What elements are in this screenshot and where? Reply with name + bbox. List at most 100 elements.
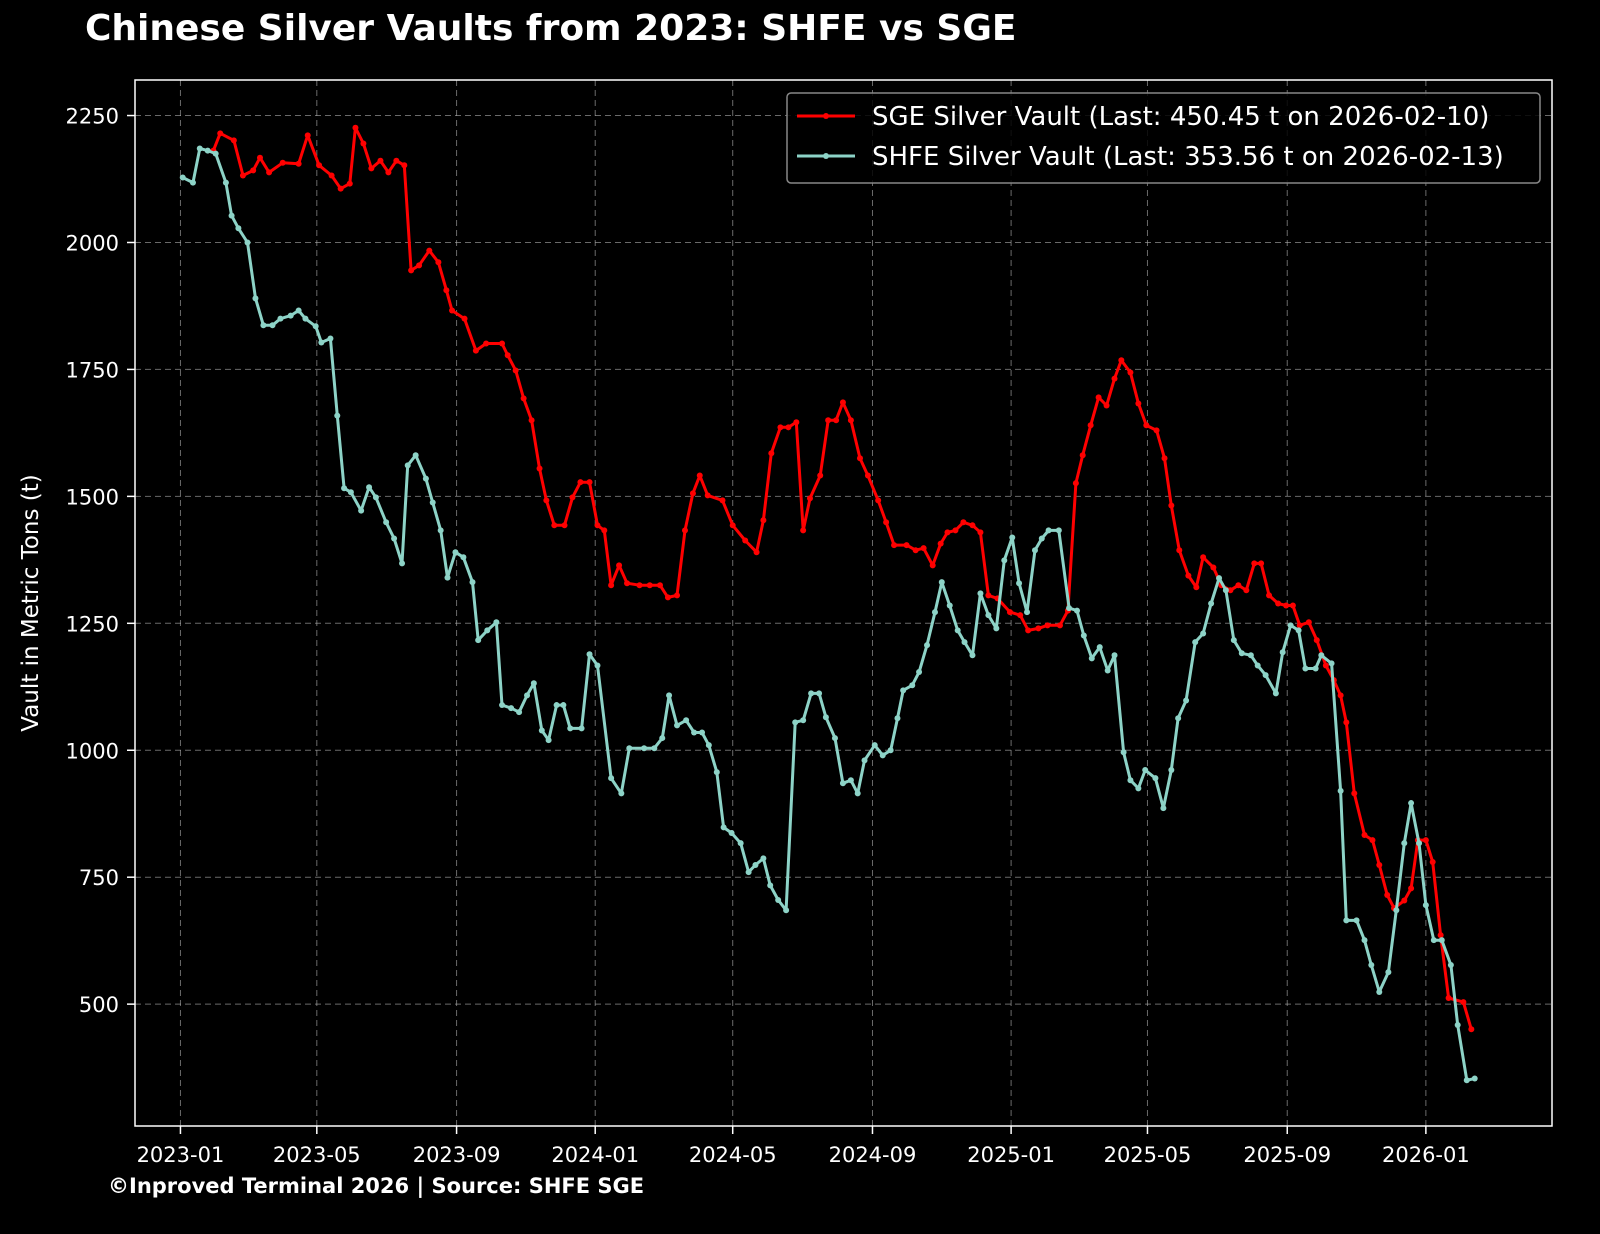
data-point: [472, 347, 479, 354]
data-point: [977, 590, 984, 597]
data-point: [1200, 554, 1207, 561]
data-point: [327, 335, 334, 342]
series-line: [212, 126, 1473, 1030]
data-point: [608, 582, 615, 589]
legend-marker-sge: [823, 113, 829, 119]
data-point: [666, 692, 673, 699]
data-point: [1353, 917, 1360, 924]
data-point: [508, 705, 515, 712]
data-point: [891, 542, 898, 549]
data-point: [1361, 832, 1368, 839]
data-point: [594, 522, 601, 529]
data-point: [244, 239, 251, 246]
plot-frame: [134, 79, 1553, 1127]
data-point: [875, 497, 882, 504]
data-point: [1313, 637, 1320, 644]
data-point: [641, 745, 648, 752]
data-point: [1025, 627, 1032, 634]
data-point: [929, 562, 936, 569]
data-point: [1035, 625, 1042, 632]
data-point: [800, 717, 807, 724]
data-point: [674, 592, 681, 599]
data-point: [822, 714, 829, 721]
data-point: [871, 742, 878, 749]
data-point: [1243, 587, 1250, 594]
data-point: [594, 662, 601, 669]
data-point: [1024, 609, 1031, 616]
data-point: [1072, 480, 1079, 487]
data-point: [1408, 885, 1415, 892]
data-point: [1279, 649, 1286, 656]
data-point: [729, 522, 736, 529]
data-point: [561, 522, 568, 529]
data-point: [618, 790, 625, 797]
data-point: [295, 160, 302, 167]
data-point: [728, 830, 735, 837]
data-point: [577, 479, 584, 486]
data-point: [318, 339, 325, 346]
data-point: [408, 267, 415, 274]
data-point: [1262, 672, 1269, 679]
data-point: [179, 174, 186, 181]
data-point: [777, 424, 784, 431]
data-point: [260, 322, 267, 329]
data-point: [993, 625, 1000, 632]
data-point: [816, 690, 823, 697]
data-point: [1275, 600, 1282, 607]
data-point: [586, 479, 593, 486]
data-point: [664, 594, 671, 601]
data-point: [864, 472, 871, 479]
data-point: [228, 212, 235, 219]
data-point: [304, 132, 311, 139]
data-point: [624, 580, 631, 587]
data-point: [952, 527, 959, 534]
data-point: [391, 535, 398, 542]
legend-label-sge: SGE Silver Vault (Last: 450.45 t on 2026…: [872, 102, 1489, 132]
data-point: [833, 417, 840, 424]
data-point: [452, 549, 459, 556]
data-point: [212, 150, 219, 157]
data-point: [1210, 564, 1217, 571]
data-point: [1208, 600, 1215, 607]
data-point: [358, 507, 365, 514]
data-point: [1401, 840, 1408, 847]
data-point: [1055, 527, 1062, 534]
data-point: [1127, 777, 1134, 784]
data-point: [601, 527, 608, 534]
data-point: [372, 494, 379, 501]
data-point: [277, 315, 284, 322]
data-point: [1038, 535, 1045, 542]
data-point: [1088, 655, 1095, 662]
data-point: [256, 154, 263, 161]
data-point: [567, 725, 574, 732]
data-point: [1337, 787, 1344, 794]
data-point: [196, 145, 203, 152]
grid: [135, 80, 1552, 1126]
data-point: [1312, 665, 1319, 672]
data-point: [1272, 690, 1279, 697]
data-point: [704, 492, 711, 499]
data-point: [269, 322, 276, 329]
data-point: [1468, 1026, 1475, 1033]
data-point: [1351, 790, 1358, 797]
data-point: [985, 592, 992, 599]
y-tick-label: 1250: [66, 612, 119, 636]
data-point: [235, 225, 242, 232]
data-point: [341, 485, 348, 492]
data-point: [916, 669, 923, 676]
data-point: [1216, 575, 1223, 582]
data-point: [469, 579, 476, 586]
data-point: [334, 412, 341, 419]
data-point: [760, 855, 767, 862]
data-point: [316, 162, 323, 169]
data-point: [969, 652, 976, 659]
data-point: [204, 147, 211, 154]
data-point: [1289, 602, 1296, 609]
data-point: [1161, 455, 1168, 462]
data-point: [1238, 650, 1245, 657]
data-point: [699, 729, 706, 736]
data-point: [1227, 587, 1234, 594]
data-point: [230, 137, 237, 144]
data-point: [1096, 644, 1103, 651]
data-point: [449, 307, 456, 314]
